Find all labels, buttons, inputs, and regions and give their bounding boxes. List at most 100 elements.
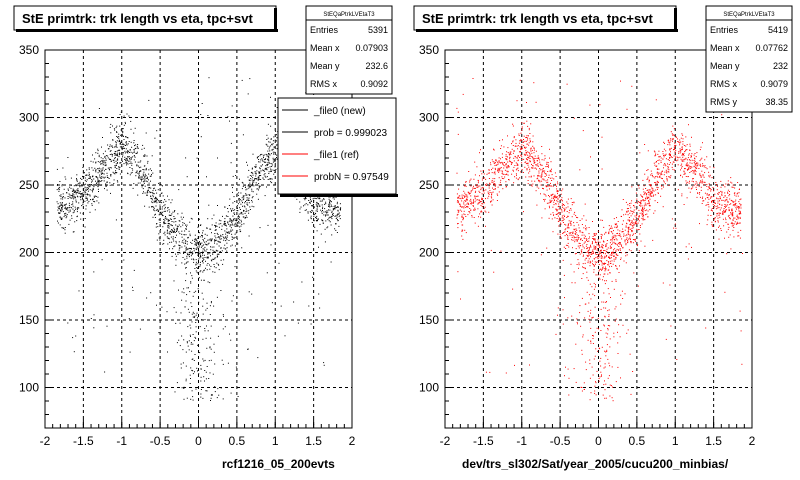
scatter-point <box>537 155 539 157</box>
scatter-point <box>191 369 193 371</box>
scatter-point <box>267 137 269 139</box>
scatter-point <box>484 202 485 204</box>
scatter-point <box>159 239 161 241</box>
scatter-point <box>722 211 724 213</box>
scatter-point <box>267 145 269 147</box>
scatter-point <box>736 208 737 210</box>
scatter-point <box>270 170 271 172</box>
scatter-point <box>657 202 659 203</box>
scatter-point <box>626 238 628 240</box>
scatter-point <box>608 256 610 258</box>
scatter-point <box>481 198 482 200</box>
scatter-point <box>126 164 127 166</box>
scatter-point <box>605 383 607 385</box>
scatter-point <box>564 208 566 210</box>
scatter-point <box>317 205 319 207</box>
scatter-point <box>181 212 183 214</box>
scatter-point <box>271 144 273 146</box>
scatter-point <box>255 178 257 180</box>
scatter-point <box>561 204 563 206</box>
scatter-point <box>258 172 260 173</box>
scatter-point <box>161 214 163 215</box>
scatter-point <box>735 199 737 201</box>
scatter-point <box>466 199 468 201</box>
scatter-point <box>241 200 243 202</box>
scatter-point <box>153 188 155 190</box>
scatter-point <box>692 172 694 174</box>
scatter-point <box>125 159 127 161</box>
scatter-point <box>170 224 172 226</box>
scatter-point <box>183 216 184 218</box>
scatter-point <box>622 220 624 222</box>
scatter-point <box>701 182 703 184</box>
scatter-point <box>729 204 731 205</box>
scatter-point <box>190 342 192 344</box>
scatter-point <box>472 203 474 204</box>
scatter-point <box>611 244 613 245</box>
scatter-point <box>675 149 677 151</box>
scatter-point <box>627 214 629 216</box>
scatter-point <box>197 263 199 265</box>
scatter-point <box>264 161 266 163</box>
scatter-point <box>83 176 85 177</box>
scatter-point <box>547 179 549 181</box>
scatter-point <box>527 159 529 161</box>
scatter-point <box>613 249 614 251</box>
scatter-point <box>266 164 268 166</box>
scatter-point <box>695 167 697 169</box>
scatter-point <box>65 209 67 211</box>
scatter-point <box>105 183 107 185</box>
scatter-point <box>112 154 113 156</box>
scatter-point <box>596 261 597 263</box>
scatter-point <box>579 231 581 233</box>
scatter-point <box>197 288 199 290</box>
scatter-point <box>210 259 212 261</box>
scatter-point <box>257 198 259 200</box>
scatter-point <box>528 127 530 129</box>
scatter-point <box>183 398 185 400</box>
scatter-point <box>617 244 619 246</box>
scatter-point <box>514 155 516 157</box>
scatter-point <box>603 301 605 303</box>
scatter-point <box>114 167 116 169</box>
scatter-point <box>619 242 621 244</box>
scatter-point <box>135 172 137 174</box>
scatter-point <box>316 202 318 204</box>
scatter-point <box>268 158 270 160</box>
scatter-point <box>115 144 117 146</box>
scatter-point <box>685 164 687 166</box>
scatter-point <box>173 218 175 220</box>
scatter-point <box>521 159 523 160</box>
scatter-point <box>215 237 217 239</box>
scatter-point <box>719 200 720 202</box>
scatter-point <box>79 181 81 183</box>
scatter-point <box>465 196 467 198</box>
scatter-point <box>664 171 666 173</box>
scatter-point <box>628 228 630 230</box>
scatter-point <box>684 151 686 153</box>
scatter-point <box>671 166 673 168</box>
scatter-point <box>500 167 502 169</box>
scatter-point <box>156 209 157 211</box>
scatter-point <box>611 252 613 254</box>
scatter-point <box>187 326 189 328</box>
scatter-point <box>485 198 486 200</box>
scatter-point <box>219 236 221 238</box>
scatter-point <box>168 238 170 240</box>
scatter-point <box>175 322 177 324</box>
scatter-point <box>657 173 659 175</box>
scatter-point <box>202 239 204 240</box>
scatter-point <box>244 206 246 208</box>
scatter-point <box>669 284 671 286</box>
scatter-point <box>730 212 732 214</box>
scatter-point <box>196 240 198 242</box>
scatter-point <box>456 201 458 203</box>
scatter-point <box>97 148 99 150</box>
scatter-point <box>630 250 632 252</box>
scatter-point <box>258 171 260 173</box>
scatter-point <box>84 177 86 179</box>
scatter-point <box>718 226 719 228</box>
scatter-point <box>509 156 511 158</box>
scatter-point <box>210 301 212 303</box>
scatter-point <box>561 209 563 211</box>
